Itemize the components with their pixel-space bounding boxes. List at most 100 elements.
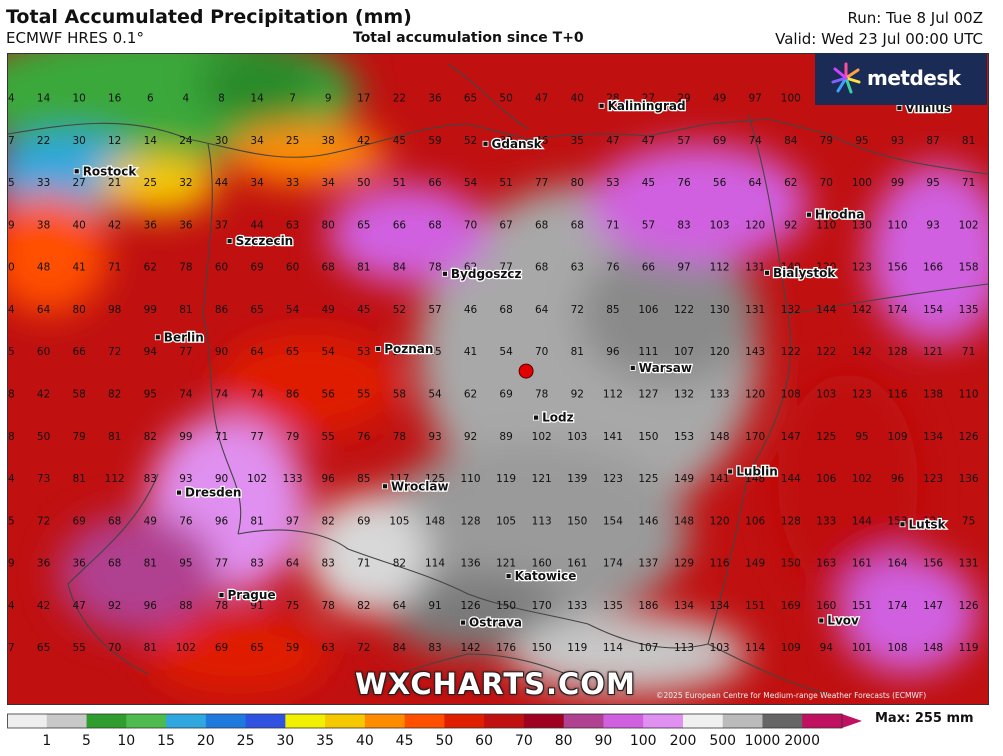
grid-value: 42 <box>357 135 370 147</box>
city-ostrava[interactable]: Ostrava <box>460 614 523 631</box>
grid-value: 62 <box>464 262 477 274</box>
city-warsaw[interactable]: Warsaw <box>629 360 693 376</box>
city-poznan[interactable]: Poznan <box>375 341 435 357</box>
city-lodz[interactable]: Lodz <box>533 409 575 426</box>
location-marker[interactable] <box>518 363 534 379</box>
city-marker-icon <box>176 489 182 496</box>
wxcharts-watermark: WXCHARTS.COM <box>355 667 636 701</box>
city-wroclaw[interactable]: Wroclaw <box>382 478 450 495</box>
city-lutsk[interactable]: Lutsk <box>899 516 948 533</box>
city-bialystok[interactable]: Bialystok <box>764 265 838 281</box>
grid-value: 131 <box>745 304 765 316</box>
grid-value: 70 <box>464 219 477 231</box>
legend-swatch <box>325 714 366 728</box>
city-rostock[interactable]: Rostock <box>73 163 139 180</box>
legend-tick-label: 5 <box>82 733 91 749</box>
grid-value: 76 <box>179 515 193 527</box>
grid-value: 134 <box>923 431 943 443</box>
grid-value: 174 <box>887 600 907 612</box>
grid-value: 100 <box>781 93 801 105</box>
grid-value: 54 <box>499 346 513 358</box>
precipitation-map[interactable]: 1414101664814791722366550474028272949971… <box>7 53 989 705</box>
grid-value: 136 <box>959 473 979 485</box>
city-lublin[interactable]: Lublin <box>727 463 779 480</box>
grid-value: 71 <box>357 558 370 570</box>
city-dresden[interactable]: Dresden <box>176 484 243 501</box>
grid-value: 44 <box>250 219 264 231</box>
grid-value: 53 <box>357 346 370 358</box>
city-kaliningrad[interactable]: Kaliningrad <box>598 98 687 114</box>
grid-value: 30 <box>73 135 86 147</box>
grid-value: 36 <box>37 558 51 570</box>
grid-value: 132 <box>674 389 694 401</box>
grid-value: 170 <box>745 431 765 443</box>
grid-value: 48 <box>8 389 15 401</box>
legend-tick-label: 100 <box>629 733 657 749</box>
grid-value: 114 <box>425 558 445 570</box>
grid-value: 91 <box>250 600 263 612</box>
grid-value: 42 <box>108 219 121 231</box>
grid-value: 144 <box>816 304 836 316</box>
grid-value: 39 <box>499 135 512 147</box>
grid-value: 80 <box>571 177 584 189</box>
grid-value: 38 <box>322 135 335 147</box>
legend-tick-label: 2000 <box>784 733 821 749</box>
accumulation-subtitle: Total accumulation since T+0 <box>353 30 584 46</box>
legend-swatch <box>86 714 127 728</box>
grid-value: 130 <box>852 219 872 231</box>
grid-value: 150 <box>638 431 658 443</box>
city-berlin[interactable]: Berlin <box>154 329 205 346</box>
grid-value: 150 <box>781 558 801 570</box>
grid-value: 64 <box>286 558 300 570</box>
grid-value: 55 <box>322 431 335 443</box>
grid-value: 120 <box>745 389 765 401</box>
city-szczecin[interactable]: Szczecin <box>226 233 294 249</box>
grid-value: 150 <box>496 600 516 612</box>
grid-value: 72 <box>108 346 121 358</box>
city-hrodna[interactable]: Hrodna <box>806 206 866 223</box>
grid-value: 33 <box>286 177 299 189</box>
grid-value: 64 <box>749 177 763 189</box>
legend-swatch <box>7 714 48 728</box>
metdesk-wordmark: metdesk <box>867 66 961 90</box>
grid-value: 92 <box>784 219 797 231</box>
legend-tick-label: 200 <box>669 733 697 749</box>
grid-value: 68 <box>499 304 512 316</box>
grid-value: 45 <box>642 177 655 189</box>
grid-value: 27 <box>8 135 15 147</box>
grid-value: 92 <box>571 389 584 401</box>
grid-value: 66 <box>428 177 442 189</box>
grid-value: 59 <box>428 135 441 147</box>
city-bydgoszcz[interactable]: Bydgoszcz <box>441 266 523 282</box>
grid-value: 90 <box>215 473 228 485</box>
grid-value: 129 <box>674 558 694 570</box>
grid-value: 126 <box>460 600 480 612</box>
grid-value: 12 <box>108 135 121 147</box>
grid-value: 128 <box>460 515 480 527</box>
grid-value: 139 <box>567 473 587 485</box>
grid-value: 103 <box>710 642 730 654</box>
grid-value: 49 <box>144 515 157 527</box>
grid-value: 144 <box>781 473 801 485</box>
grid-value: 62 <box>784 177 797 189</box>
city-marker-icon <box>629 364 636 371</box>
city-labels: Kaliningrad VilniusGdanskRostockHrodnaSzc… <box>73 98 952 631</box>
grid-value: 54 <box>286 304 300 316</box>
grid-value: 71 <box>962 177 975 189</box>
grid-value: 68 <box>535 262 548 274</box>
metdesk-star-icon <box>831 62 861 94</box>
grid-value: 7 <box>289 93 296 105</box>
city-lvov[interactable]: Lvov <box>818 612 860 629</box>
grid-value: 34 <box>250 177 264 189</box>
grid-value: 123 <box>852 389 872 401</box>
city-prague[interactable]: Prague <box>218 587 277 603</box>
grid-value: 16 <box>108 93 122 105</box>
grid-value: 156 <box>887 262 907 274</box>
city-katowice[interactable]: Katowice <box>505 568 578 584</box>
grid-value: 36 <box>144 219 158 231</box>
grid-value: 120 <box>710 515 730 527</box>
grid-value: 131 <box>745 262 765 274</box>
grid-value: 91 <box>428 600 441 612</box>
city-gdansk[interactable]: Gdansk <box>482 136 544 152</box>
grid-value: 119 <box>496 473 516 485</box>
